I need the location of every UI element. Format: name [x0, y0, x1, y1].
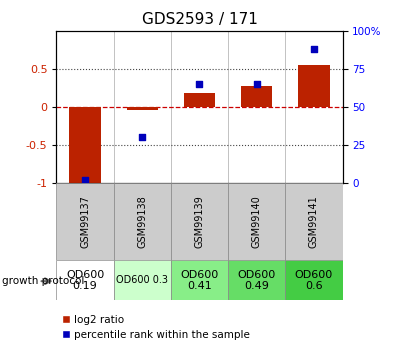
Point	[253, 81, 260, 87]
Point	[311, 47, 317, 52]
Bar	[171, 183, 228, 260]
Bar	[69, 107, 101, 183]
Bar	[228, 183, 285, 260]
Title: GDS2593 / 171: GDS2593 / 171	[141, 12, 258, 27]
Legend: log2 ratio, percentile rank within the sample: log2 ratio, percentile rank within the s…	[62, 315, 250, 340]
Bar	[285, 183, 343, 260]
Text: OD600
0.6: OD600 0.6	[295, 269, 333, 291]
Text: OD600
0.49: OD600 0.49	[238, 269, 276, 291]
Text: GSM99139: GSM99139	[195, 195, 204, 248]
Bar	[285, 260, 343, 300]
Bar	[56, 183, 114, 260]
Text: OD600
0.19: OD600 0.19	[66, 269, 104, 291]
Text: growth protocol: growth protocol	[2, 276, 84, 286]
Bar	[127, 107, 158, 110]
Point	[196, 81, 203, 87]
Point	[82, 177, 88, 183]
Bar	[171, 260, 228, 300]
Text: OD600 0.3: OD600 0.3	[116, 275, 168, 285]
Text: OD600
0.41: OD600 0.41	[181, 269, 218, 291]
Bar	[228, 260, 285, 300]
Text: GSM99140: GSM99140	[252, 195, 262, 248]
Bar	[114, 183, 171, 260]
Bar	[241, 87, 272, 107]
Text: GSM99138: GSM99138	[137, 195, 147, 248]
Bar	[114, 260, 171, 300]
Point	[139, 135, 145, 140]
Bar	[184, 93, 215, 107]
Text: GSM99141: GSM99141	[309, 195, 319, 248]
Text: GSM99137: GSM99137	[80, 195, 90, 248]
Bar	[56, 260, 114, 300]
Bar	[298, 65, 330, 107]
